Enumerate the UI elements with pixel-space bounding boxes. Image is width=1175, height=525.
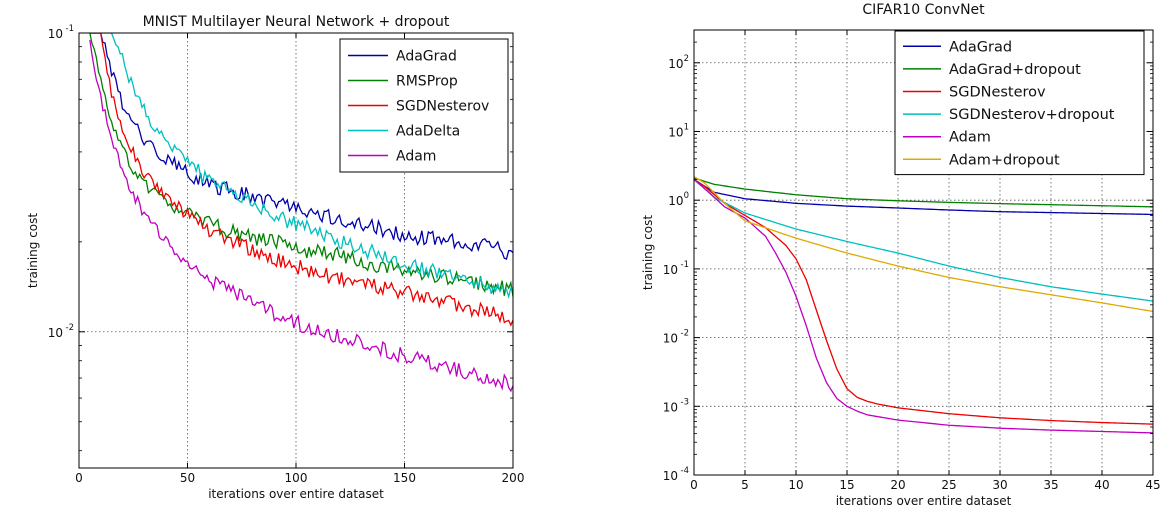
- legend-item: RMSProp: [348, 74, 458, 90]
- y-tick-base: 10: [663, 400, 678, 414]
- y-tick-base: 10: [663, 263, 678, 277]
- legend-label: AdaGrad+dropout: [949, 62, 1081, 78]
- x-tick-label: 50: [180, 471, 195, 485]
- y-tick-base: 10: [668, 125, 683, 139]
- y-tick-exponent: -2: [681, 329, 689, 339]
- x-tick-label: 100: [285, 471, 308, 485]
- x-axis: 0 5 10 15 20 25 30 35 40 45 iterations over entire…: [690, 30, 1161, 508]
- y-tick-exponent: -4: [681, 466, 689, 476]
- series-line-rmsprop: [89, 33, 513, 297]
- series-line-sgdnesterov: [89, 33, 513, 327]
- x-tick-label: 200: [502, 471, 525, 485]
- x-tick-label: 0: [690, 478, 698, 492]
- y-tick-exponent: 0: [684, 191, 689, 201]
- legend-item: SGDNesterov+dropout: [903, 107, 1115, 123]
- y-tick-label: 10 -2: [48, 323, 74, 340]
- x-tick-label: 20: [890, 478, 905, 492]
- legend-item: AdaGrad+dropout: [903, 62, 1081, 78]
- x-tick-label: 150: [393, 471, 416, 485]
- legend-item: Adam: [903, 130, 991, 146]
- x-tick-label: 40: [1094, 478, 1109, 492]
- series-line-adadelta: [89, 33, 513, 300]
- y-tick-exponent: -3: [681, 397, 689, 407]
- legend-label: Adam: [949, 130, 991, 146]
- y-tick-label: 10 0: [668, 191, 689, 208]
- series-line-adagrad-dropout: [694, 177, 1153, 208]
- x-axis: 0 50 100 150 200 iterations over entire datas…: [75, 33, 524, 501]
- y-tick-exponent: 2: [684, 54, 689, 64]
- series-line-sgdnesterov: [694, 178, 1153, 425]
- series-line-adagrad: [694, 178, 1153, 216]
- legend-label: AdaDelta: [396, 124, 460, 140]
- y-tick-base: 10: [663, 469, 678, 483]
- legend-box: [894, 30, 1145, 176]
- x-tick-label: 25: [941, 478, 956, 492]
- x-tick-label: 0: [75, 471, 83, 485]
- legend: AdaGrad RMSProp SGDNesterov AdaDelta Adam: [339, 38, 509, 173]
- series-line-sgdnesterov-dropout: [694, 179, 1153, 302]
- legend-item: SGDNesterov: [348, 99, 489, 115]
- legend-item: AdaGrad: [903, 39, 1012, 55]
- series-group: [694, 176, 1153, 434]
- x-axis-label: iterations over entire dataset: [836, 494, 1012, 508]
- y-tick-exponent: -1: [66, 24, 74, 34]
- y-tick-base: 10: [663, 332, 678, 346]
- legend-label: Adam+dropout: [949, 152, 1060, 168]
- legend-label: AdaGrad: [396, 49, 457, 65]
- y-tick-label: 10 1: [668, 122, 689, 139]
- y-axis-label: training cost: [641, 215, 655, 290]
- series-line-adagrad: [89, 33, 513, 260]
- legend-label: RMSProp: [396, 74, 458, 90]
- y-tick-base: 10: [48, 27, 63, 41]
- legend-label: SGDNesterov: [396, 99, 489, 115]
- y-tick-label: 10 2: [668, 54, 689, 71]
- legend-label: Adam: [396, 149, 436, 165]
- legend-label: SGDNesterov+dropout: [949, 107, 1115, 123]
- legend-label: SGDNesterov: [949, 85, 1046, 101]
- x-tick-label: 10: [788, 478, 803, 492]
- x-tick-label: 35: [1043, 478, 1058, 492]
- y-tick-base: 10: [668, 194, 683, 208]
- legend-label: AdaGrad: [949, 39, 1012, 55]
- plot-frame: [693, 29, 1154, 476]
- y-tick-label: 10 -4: [663, 466, 689, 483]
- series-line-adam: [694, 179, 1153, 434]
- y-tick-label: 10 -3: [663, 397, 689, 414]
- y-tick-exponent: -2: [66, 323, 74, 333]
- legend-item: AdaGrad: [348, 49, 457, 65]
- legend-item: AdaDelta: [348, 124, 460, 140]
- y-tick-label: 10 -2: [663, 329, 689, 346]
- y-tick-label: 10 -1: [663, 260, 689, 277]
- y-tick-exponent: 1: [684, 122, 689, 132]
- y-tick-label: 10 -1: [48, 24, 74, 41]
- chart-title: CIFAR10 ConvNet: [862, 2, 985, 18]
- legend-item: Adam: [348, 149, 436, 165]
- series-group: [89, 33, 513, 393]
- x-axis-label: iterations over entire dataset: [208, 487, 384, 501]
- x-tick-label: 45: [1145, 478, 1160, 492]
- x-tick-label: 15: [839, 478, 854, 492]
- legend-item: Adam+dropout: [903, 152, 1060, 168]
- legend: AdaGrad AdaGrad+dropout SGDNesterov SGDNest…: [894, 30, 1145, 176]
- series-line-adam-dropout: [694, 176, 1153, 313]
- y-tick-base: 10: [668, 57, 683, 71]
- y-tick-exponent: -1: [681, 260, 689, 270]
- mnist-chart: 0 50 100 150 200 iterations over entire datas…: [26, 14, 524, 501]
- x-tick-label: 5: [741, 478, 749, 492]
- series-line-adam: [89, 39, 513, 393]
- y-axis-label: training cost: [26, 213, 40, 288]
- legend-item: SGDNesterov: [903, 85, 1046, 101]
- y-tick-base: 10: [48, 326, 63, 340]
- chart-title: MNIST Multilayer Neural Network + dropou…: [143, 14, 450, 30]
- x-tick-label: 30: [992, 478, 1007, 492]
